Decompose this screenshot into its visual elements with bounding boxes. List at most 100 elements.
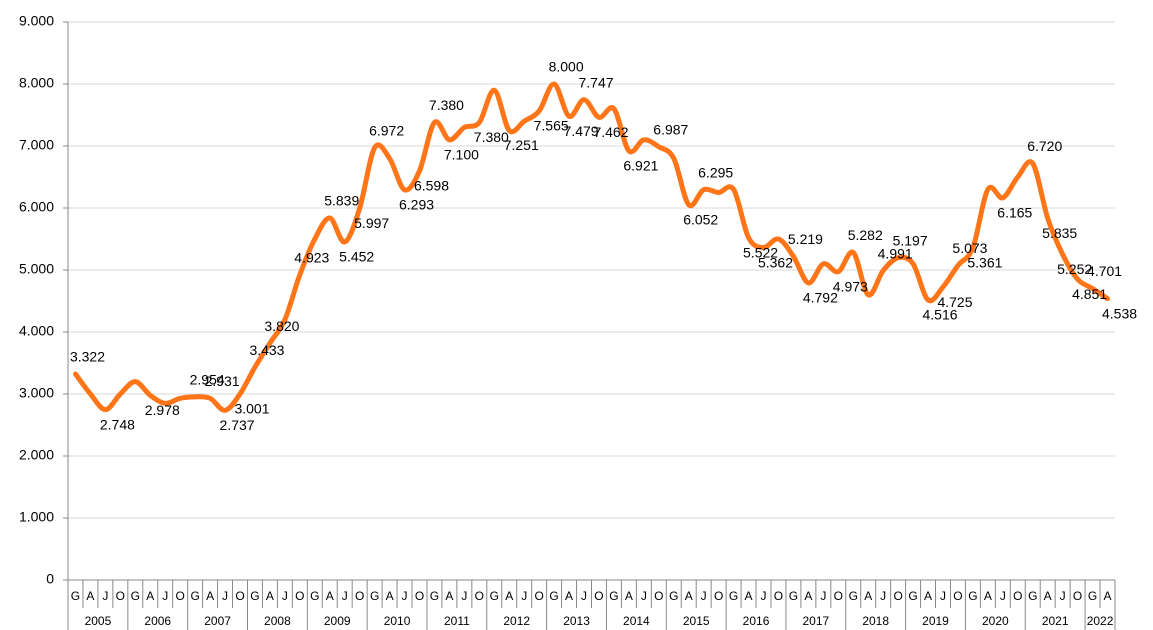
data-label: 7.251 <box>504 137 539 153</box>
x-tick-label: A <box>445 589 453 603</box>
x-tick-label: J <box>1060 589 1066 603</box>
x-tick-label: J <box>581 589 587 603</box>
x-tick-label: J <box>820 589 826 603</box>
year-label: 2008 <box>264 614 291 628</box>
data-label: 2.954 <box>190 372 225 388</box>
data-label: 5.522 <box>743 244 778 260</box>
year-label: 2013 <box>563 614 590 628</box>
data-label: 6.720 <box>1027 138 1062 154</box>
x-tick-label: O <box>415 589 424 603</box>
x-tick-label: A <box>505 589 513 603</box>
year-label: 2016 <box>743 614 770 628</box>
data-label: 7.380 <box>429 97 464 113</box>
data-label: 8.000 <box>549 59 584 75</box>
x-tick-label: J <box>761 589 767 603</box>
year-label: 2018 <box>862 614 889 628</box>
data-label: 5.839 <box>324 193 359 209</box>
year-label: 2022 <box>1087 614 1114 628</box>
x-tick-label: A <box>565 589 573 603</box>
x-tick-label: A <box>386 589 394 603</box>
data-label: 5.219 <box>788 231 823 247</box>
x-tick-label: A <box>864 589 872 603</box>
x-tick-label: J <box>940 589 946 603</box>
line-series <box>72 81 1111 413</box>
x-tick-label: A <box>266 589 274 603</box>
year-label: 2005 <box>85 614 112 628</box>
data-label: 3.820 <box>264 318 299 334</box>
data-label: 6.921 <box>623 158 658 174</box>
x-tick-label: J <box>342 589 348 603</box>
data-label: 6.598 <box>414 178 449 194</box>
data-label: 7.380 <box>474 129 509 145</box>
data-label: 2.931 <box>205 373 240 389</box>
data-label: 5.073 <box>952 240 987 256</box>
x-tick-label: G <box>430 589 439 603</box>
data-label: 4.516 <box>923 307 958 323</box>
x-tick-label: O <box>1073 589 1082 603</box>
data-label: 7.479 <box>564 123 599 139</box>
x-tick-label: O <box>235 589 244 603</box>
data-label: 5.252 <box>1057 261 1092 277</box>
x-tick-label: G <box>729 589 738 603</box>
x-tick-label: A <box>984 589 992 603</box>
x-tick-label: J <box>641 589 647 603</box>
x-tick-label: A <box>625 589 633 603</box>
x-tick-label: G <box>669 589 678 603</box>
x-tick-label: J <box>162 589 168 603</box>
data-label: 6.165 <box>997 204 1032 220</box>
year-label: 2006 <box>144 614 171 628</box>
x-tick-label: A <box>1104 589 1112 603</box>
y-tick-label: 4.000 <box>19 323 54 339</box>
year-label: 2019 <box>922 614 949 628</box>
data-label: 4.973 <box>833 278 868 294</box>
x-tick-label: A <box>146 589 154 603</box>
data-label: 4.725 <box>937 294 972 310</box>
data-label: 4.538 <box>1102 305 1137 321</box>
x-tick-label: O <box>355 589 364 603</box>
x-tick-label: A <box>924 589 932 603</box>
data-label: 5.362 <box>758 254 793 270</box>
data-label: 4.851 <box>1072 286 1107 302</box>
x-tick-label: O <box>774 589 783 603</box>
year-label: 2014 <box>623 614 650 628</box>
year-label: 2007 <box>204 614 231 628</box>
x-tick-label: O <box>534 589 543 603</box>
x-tick-label: G <box>370 589 379 603</box>
year-label: 2020 <box>982 614 1009 628</box>
y-tick-label: 1.000 <box>19 509 54 525</box>
x-tick-label: J <box>102 589 108 603</box>
x-tick-label: G <box>549 589 558 603</box>
data-label: 7.100 <box>444 147 479 163</box>
year-label: 2015 <box>683 614 710 628</box>
data-label: 4.792 <box>803 290 838 306</box>
x-tick-label: O <box>834 589 843 603</box>
data-label: 4.701 <box>1087 263 1122 279</box>
x-tick-label: O <box>654 589 663 603</box>
y-tick-label: 7.000 <box>19 137 54 153</box>
x-tick-label: A <box>326 589 334 603</box>
x-tick-label: O <box>714 589 723 603</box>
year-label: 2021 <box>1042 614 1069 628</box>
x-tick-label: J <box>282 589 288 603</box>
data-label: 2.737 <box>220 417 255 433</box>
data-label: 3.322 <box>70 349 105 365</box>
x-tick-label: O <box>953 589 962 603</box>
x-tick-label: G <box>131 589 140 603</box>
data-label: 5.835 <box>1042 225 1077 241</box>
x-tick-label: A <box>1044 589 1052 603</box>
data-label: 7.462 <box>593 124 628 140</box>
data-label: 4.991 <box>878 245 913 261</box>
x-tick-label: G <box>310 589 319 603</box>
x-tick-label: J <box>701 589 707 603</box>
data-label: 7.565 <box>534 118 569 134</box>
x-tick-label: J <box>402 589 408 603</box>
x-tick-label: G <box>71 589 80 603</box>
x-tick-label: J <box>461 589 467 603</box>
x-tick-label: J <box>222 589 228 603</box>
x-tick-label: A <box>804 589 812 603</box>
x-tick-label: G <box>968 589 977 603</box>
data-label: 6.052 <box>683 211 718 227</box>
data-label: 6.295 <box>698 164 733 180</box>
x-tick-label: G <box>908 589 917 603</box>
data-label: 2.978 <box>145 402 180 418</box>
